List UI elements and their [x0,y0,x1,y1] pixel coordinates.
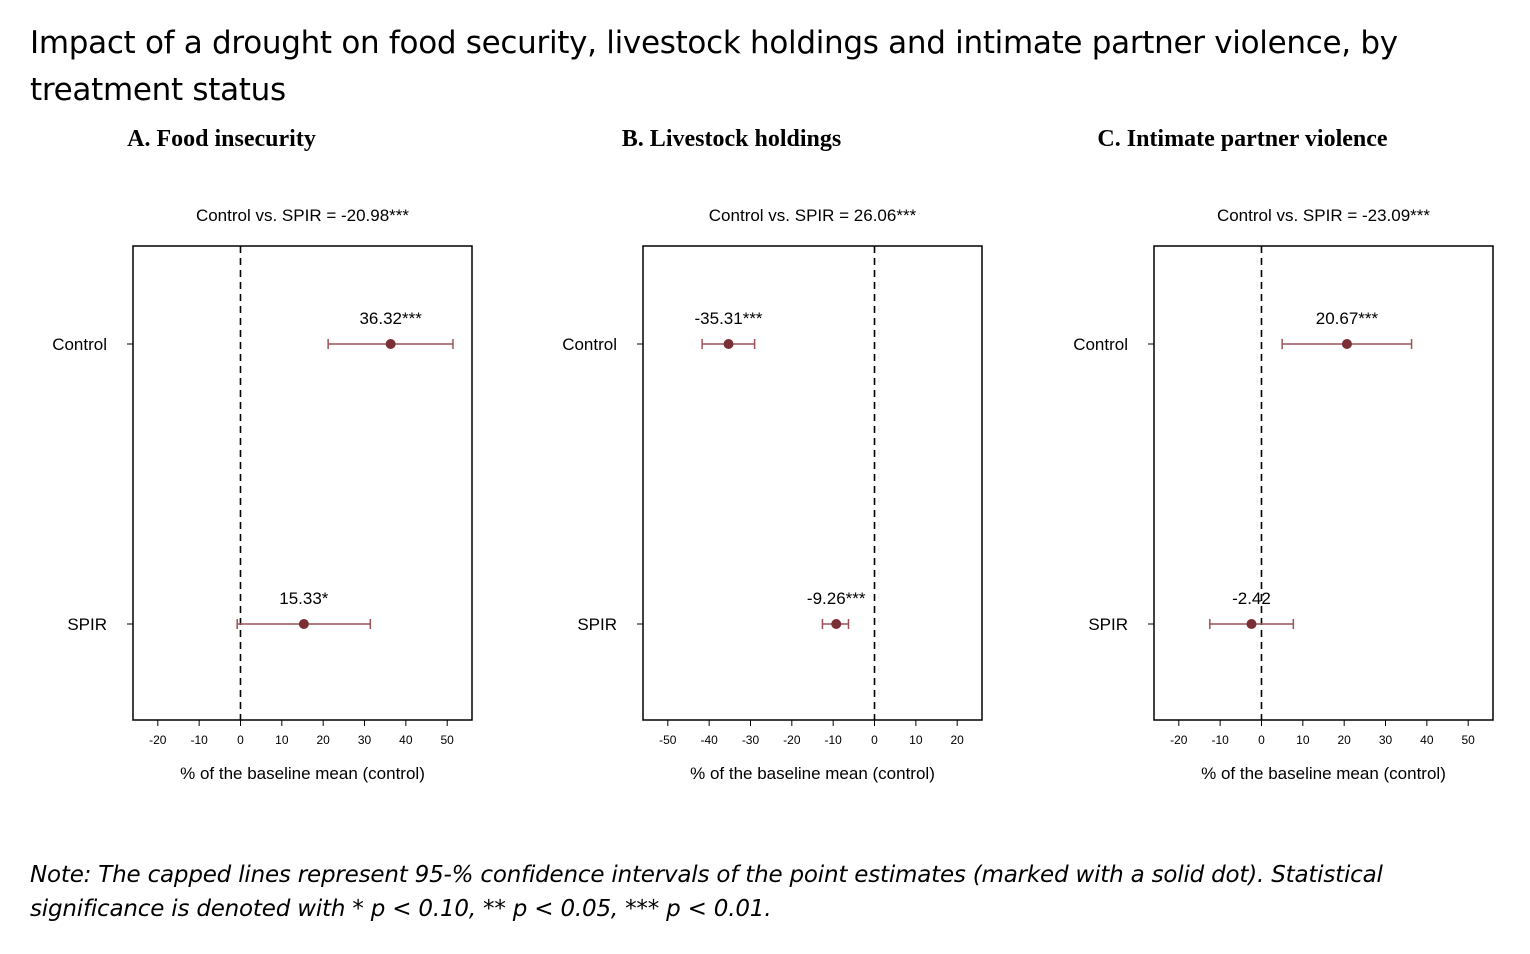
x-tick-label: 0 [237,733,244,747]
estimate-label: -35.31*** [695,309,763,328]
x-tick-label: -50 [659,733,677,747]
x-axis-label: % of the baseline mean (control) [1201,764,1446,783]
x-tick-label: 30 [358,733,372,747]
x-tick-label: -20 [149,733,167,747]
x-tick-label: -10 [1211,733,1229,747]
x-tick-label: 40 [399,733,413,747]
x-tick-label: -20 [1170,733,1188,747]
estimate-label: -9.26*** [807,589,866,608]
y-tick-label: SPIR [577,615,617,634]
y-tick-label: Control [1073,335,1128,354]
y-tick-label: SPIR [67,615,107,634]
comparison-label: Control vs. SPIR = 26.06*** [709,206,917,225]
comparison-label: Control vs. SPIR = -23.09*** [1217,206,1430,225]
point-estimate [723,339,734,349]
x-tick-label: 50 [441,733,455,747]
x-tick-label: -10 [190,733,208,747]
x-tick-label: -10 [824,733,842,747]
page-title: Impact of a drought on food security, li… [30,25,1398,108]
x-axis-label: % of the baseline mean (control) [690,764,935,783]
point-estimate [831,619,842,629]
comparison-label: Control vs. SPIR = -20.98*** [196,206,409,225]
x-tick-label: 0 [871,733,878,747]
x-tick-label: 10 [1296,733,1310,747]
x-tick-label: 10 [275,733,289,747]
x-tick-label: -40 [700,733,718,747]
point-estimate [385,339,396,349]
x-axis-label: % of the baseline mean (control) [180,764,425,783]
x-tick-label: 0 [1258,733,1265,747]
page-note: Note: The capped lines represent 95-% co… [30,862,1383,922]
x-tick-label: -30 [742,733,760,747]
x-tick-label: 30 [1379,733,1393,747]
x-tick-label: 20 [316,733,330,747]
panel-title: B. Livestock holdings [622,126,841,152]
estimate-label: 36.32*** [359,309,422,328]
plot-frame [1153,245,1494,721]
x-tick-label: 20 [951,733,965,747]
plot-frame [642,245,983,721]
y-tick-label: Control [562,335,617,354]
y-tick-label: Control [52,335,107,354]
x-tick-label: -20 [783,733,801,747]
point-estimate [1341,339,1352,349]
point-estimate [298,619,309,629]
x-tick-label: 40 [1420,733,1434,747]
estimate-label: 15.33* [279,589,329,608]
panel-title: A. Food insecurity [127,126,316,152]
estimate-label: -2.42 [1232,589,1271,608]
x-tick-label: 50 [1462,733,1476,747]
y-tick-label: SPIR [1088,615,1128,634]
plot-frame [132,245,473,721]
estimate-label: 20.67*** [1316,309,1379,328]
panel-title: C. Intimate partner violence [1097,126,1388,152]
x-tick-label: 20 [1337,733,1351,747]
x-tick-label: 10 [909,733,923,747]
point-estimate [1246,619,1257,629]
